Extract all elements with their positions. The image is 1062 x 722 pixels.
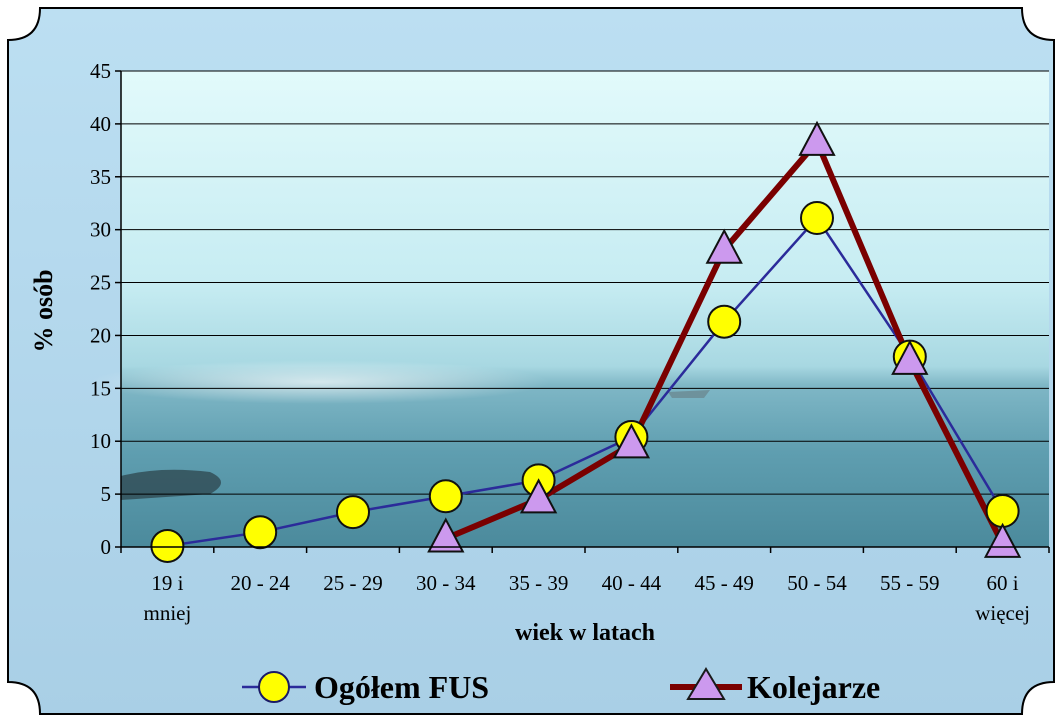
y-tick-label: 30 bbox=[90, 218, 111, 242]
rock-shape bbox=[121, 469, 221, 500]
y-tick-label: 0 bbox=[101, 535, 112, 559]
legend-label-kolejarze: Kolejarze bbox=[747, 669, 880, 705]
x-tick-label-line: 30 - 34 bbox=[416, 571, 476, 595]
x-tick-label: 25 - 29 bbox=[323, 571, 383, 595]
series-line-ogolem-fus bbox=[167, 216, 1004, 548]
legend-marker-ogolem bbox=[258, 671, 290, 703]
y-tick-label: 40 bbox=[90, 112, 111, 136]
point-ogolem-fus bbox=[428, 479, 463, 514]
point-kolejarze bbox=[983, 522, 1022, 558]
legend-label-ogolem: Ogółem FUS bbox=[314, 669, 489, 705]
y-tick-label: 20 bbox=[90, 323, 111, 347]
point-ogolem-fus bbox=[243, 515, 278, 550]
boat-shape bbox=[668, 390, 710, 398]
point-kolejarze bbox=[427, 517, 465, 553]
point-ogolem-fus bbox=[336, 495, 370, 530]
point-ogolem-fus bbox=[800, 201, 834, 236]
point-kolejarze bbox=[798, 120, 836, 156]
point-ogolem-fus bbox=[985, 494, 1020, 529]
x-tick-label-line: 20 - 24 bbox=[230, 571, 290, 595]
x-axis-label: wiek w latach bbox=[515, 620, 655, 646]
legend: Ogółem FUS Kolejarze bbox=[242, 667, 880, 705]
x-tick-label-line: 25 - 29 bbox=[323, 571, 383, 595]
legend-marker-kolejarze bbox=[686, 667, 726, 700]
x-tick-label: 19 i mniej bbox=[143, 571, 191, 625]
x-tick-label: 40 - 44 bbox=[602, 571, 662, 595]
point-ogolem-fus bbox=[150, 528, 185, 563]
x-tick-label: 35 - 39 bbox=[509, 571, 569, 595]
y-tick-label: 10 bbox=[90, 429, 111, 453]
y-axis-label: % osób bbox=[29, 269, 58, 352]
x-tick-label-line: 60 i bbox=[987, 571, 1019, 595]
point-kolejarze bbox=[519, 478, 558, 514]
y-tick-label: 25 bbox=[90, 271, 111, 295]
x-tick-label-line: 45 - 49 bbox=[694, 571, 754, 595]
y-tick-label: 45 bbox=[90, 59, 111, 83]
series-markers bbox=[150, 120, 1022, 563]
x-tick-label: 60 i więcej bbox=[975, 571, 1030, 625]
x-tick-label-line: 35 - 39 bbox=[509, 571, 569, 595]
y-tick-label: 5 bbox=[101, 482, 112, 506]
point-kolejarze bbox=[612, 423, 651, 459]
x-tick-label-line: 50 - 54 bbox=[787, 571, 847, 595]
x-tick-label: 45 - 49 bbox=[694, 571, 754, 595]
y-tick-label: 35 bbox=[90, 165, 111, 189]
x-tick-label-line: 19 i bbox=[151, 571, 183, 595]
x-tick-label: 55 - 59 bbox=[880, 571, 940, 595]
y-tick-label: 15 bbox=[90, 376, 111, 400]
x-tick-label: 50 - 54 bbox=[787, 571, 847, 595]
y-axis-ticks: 0 5 10 15 20 25 30 35 40 45 bbox=[90, 59, 121, 559]
x-tick-label: 20 - 24 bbox=[230, 571, 290, 595]
point-ogolem-fus bbox=[707, 304, 742, 339]
x-tick-label-line: więcej bbox=[975, 601, 1030, 625]
x-tick-label-line: 55 - 59 bbox=[880, 571, 940, 595]
x-tick-label: 30 - 34 bbox=[416, 571, 476, 595]
x-tick-label-line: 40 - 44 bbox=[602, 571, 662, 595]
x-axis-ticks: 19 i mniej 20 - 24 25 - 29 30 - 34 35 - 39 40 … bbox=[120, 547, 1050, 625]
point-kolejarze bbox=[705, 228, 743, 264]
x-tick-label-line: mniej bbox=[143, 601, 191, 625]
point-kolejarze bbox=[891, 339, 929, 375]
plot-area bbox=[90, 71, 1049, 547]
